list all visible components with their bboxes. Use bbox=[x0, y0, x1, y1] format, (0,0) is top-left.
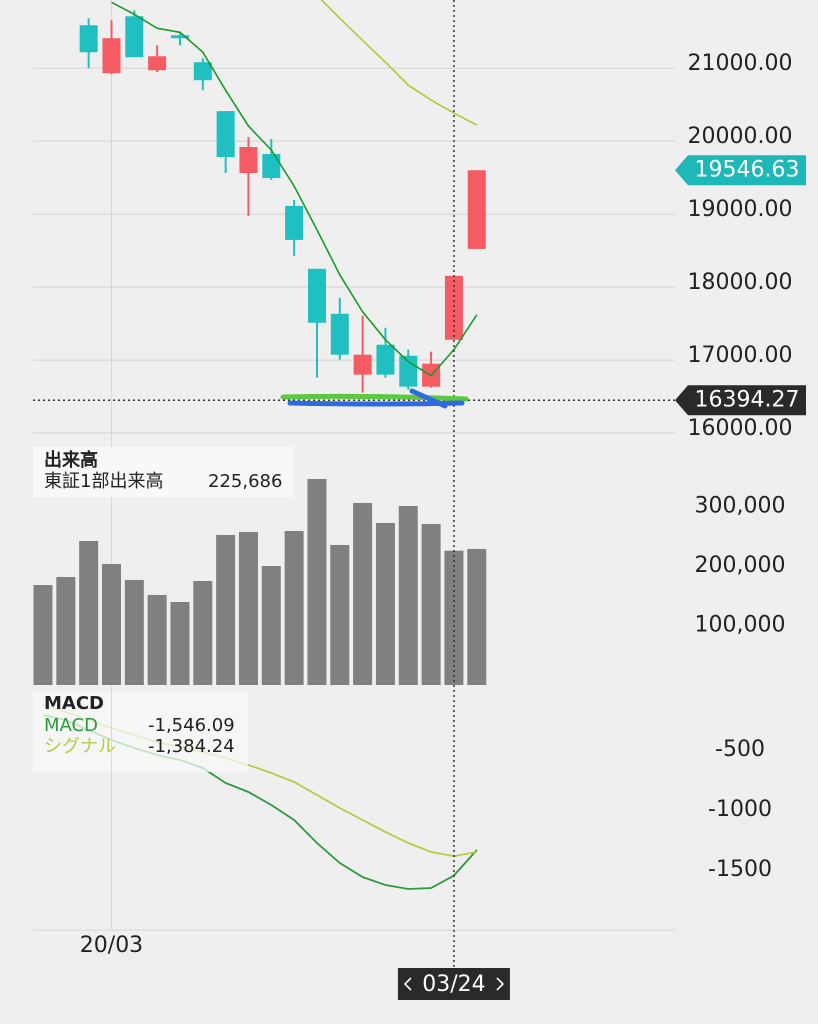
legend-entry: 東証1部出来高 bbox=[44, 471, 163, 492]
y-tick-label: 20000.00 bbox=[688, 124, 793, 149]
bar bbox=[216, 534, 236, 685]
bar bbox=[33, 585, 53, 685]
y-tick-label: 200,000 bbox=[695, 553, 786, 578]
y-tick-label: 21000.00 bbox=[688, 51, 793, 76]
bar bbox=[193, 580, 213, 685]
bar bbox=[238, 531, 258, 685]
legend-entry: シグナル bbox=[44, 736, 116, 757]
candle-body bbox=[353, 354, 372, 375]
y-tick-label: -1500 bbox=[708, 857, 772, 882]
legend-value: -1,384.24 bbox=[148, 736, 235, 757]
candle-body bbox=[330, 313, 349, 355]
bar bbox=[307, 478, 327, 685]
bar bbox=[467, 548, 487, 685]
candle-body bbox=[193, 62, 212, 81]
y-tick-label: 300,000 bbox=[695, 493, 786, 518]
bar bbox=[261, 565, 281, 685]
bar bbox=[444, 550, 464, 685]
price-tag-label: 19546.63 bbox=[695, 157, 800, 182]
bar bbox=[79, 540, 99, 685]
legend-box bbox=[33, 447, 293, 497]
bar bbox=[398, 505, 418, 685]
candle-body bbox=[376, 344, 395, 375]
candle-body bbox=[262, 154, 281, 179]
y-tick-label: 19000.00 bbox=[688, 197, 793, 222]
x-tick-label: 20/03 bbox=[80, 933, 143, 958]
legend-box bbox=[33, 692, 248, 772]
bar bbox=[101, 563, 121, 685]
line-series bbox=[111, 1, 478, 377]
legend-value: 225,686 bbox=[208, 471, 282, 492]
crosshair-date-box bbox=[397, 968, 510, 1000]
candle-body bbox=[148, 56, 167, 71]
legend-entry: MACD bbox=[44, 715, 98, 736]
candle-body bbox=[125, 16, 144, 58]
candles bbox=[79, 0, 486, 393]
crosshair-date-label: 03/24 bbox=[422, 972, 485, 997]
bar bbox=[375, 522, 395, 685]
bar bbox=[124, 579, 144, 685]
y-tick-label: -500 bbox=[715, 737, 765, 762]
candle-body bbox=[399, 355, 418, 387]
line-series bbox=[320, 0, 478, 126]
y-tick-label: 100,000 bbox=[695, 612, 786, 637]
y-tick-label: -1000 bbox=[708, 797, 772, 822]
candle-body bbox=[285, 205, 304, 240]
legend-title: MACD bbox=[44, 693, 104, 714]
candle-body bbox=[170, 35, 189, 39]
legend-title: 出来高 bbox=[44, 449, 98, 471]
y-tick-label: 18000.00 bbox=[688, 270, 793, 295]
price-tag bbox=[675, 155, 806, 186]
candle-body bbox=[79, 25, 98, 53]
bar bbox=[353, 502, 373, 685]
bar bbox=[56, 576, 76, 685]
bar bbox=[147, 594, 167, 685]
candle-body bbox=[307, 268, 326, 323]
bar bbox=[170, 601, 190, 685]
hand-annotation bbox=[280, 388, 469, 409]
candle-body bbox=[216, 111, 235, 158]
chevron bbox=[403, 977, 505, 991]
candle-body bbox=[102, 38, 121, 74]
candle-body bbox=[467, 170, 486, 249]
crosshair-price-label: 16394.27 bbox=[695, 387, 800, 412]
bar bbox=[284, 530, 304, 685]
candle-body bbox=[444, 275, 463, 340]
crosshair-price-tag bbox=[675, 385, 806, 416]
bar bbox=[330, 544, 350, 685]
y-tick-label: 16000.00 bbox=[688, 416, 793, 441]
legend-value: -1,546.09 bbox=[148, 715, 235, 736]
green-highlight bbox=[280, 393, 469, 402]
bar bbox=[421, 523, 441, 685]
candle-body bbox=[239, 147, 258, 174]
blue-highlight bbox=[409, 388, 448, 409]
y-tick-label: 17000.00 bbox=[688, 343, 793, 368]
